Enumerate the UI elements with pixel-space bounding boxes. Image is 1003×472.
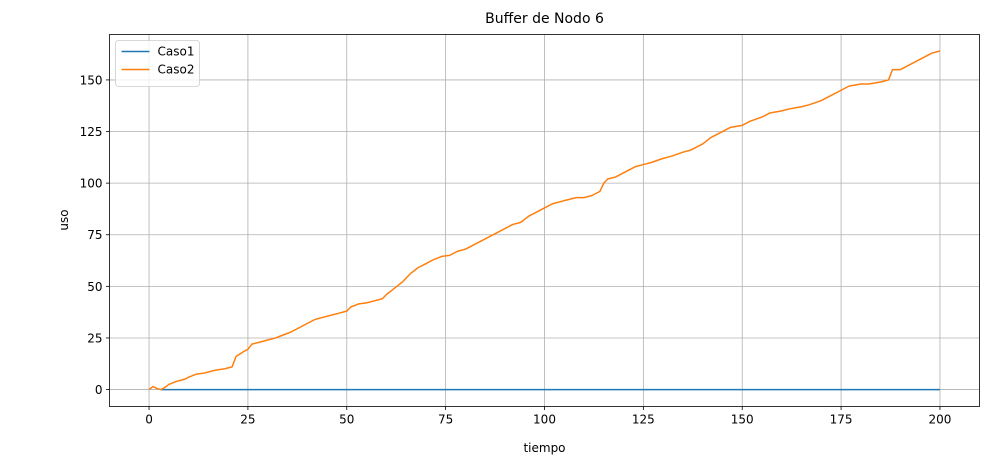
y-tick-label: 50 xyxy=(87,280,102,294)
x-tick-label: 175 xyxy=(830,413,853,427)
series-line-caso2 xyxy=(148,50,941,391)
x-axis-label: tiempo xyxy=(523,441,565,455)
x-tick-label: 125 xyxy=(632,413,655,427)
y-tick-label: 25 xyxy=(87,331,102,345)
legend: Caso1 Caso2 xyxy=(115,40,200,87)
y-axis-label: uso xyxy=(57,209,71,230)
x-tick-label: 50 xyxy=(339,413,354,427)
x-tick-label: 25 xyxy=(240,413,255,427)
x-tick-label: 75 xyxy=(438,413,453,427)
legend-label: Caso2 xyxy=(158,63,195,77)
y-tick-label: 125 xyxy=(80,125,103,139)
x-tick-label: 0 xyxy=(145,413,153,427)
y-tick-label: 75 xyxy=(87,228,102,242)
grid xyxy=(109,34,980,407)
series-layer xyxy=(148,50,941,391)
x-tick-label: 100 xyxy=(533,413,556,427)
x-tick-label: 200 xyxy=(929,413,952,427)
legend-label: Caso1 xyxy=(158,45,195,59)
y-tick-label: 150 xyxy=(80,73,103,87)
x-axis: 0 25 50 75 100 125 150 175 200 xyxy=(145,406,952,427)
y-tick-label: 0 xyxy=(95,383,103,397)
chart-title: Buffer de Nodo 6 xyxy=(485,11,604,27)
y-tick-label: 100 xyxy=(80,177,103,191)
y-axis: 0 25 50 75 100 125 150 xyxy=(80,73,110,397)
x-tick-label: 150 xyxy=(731,413,754,427)
